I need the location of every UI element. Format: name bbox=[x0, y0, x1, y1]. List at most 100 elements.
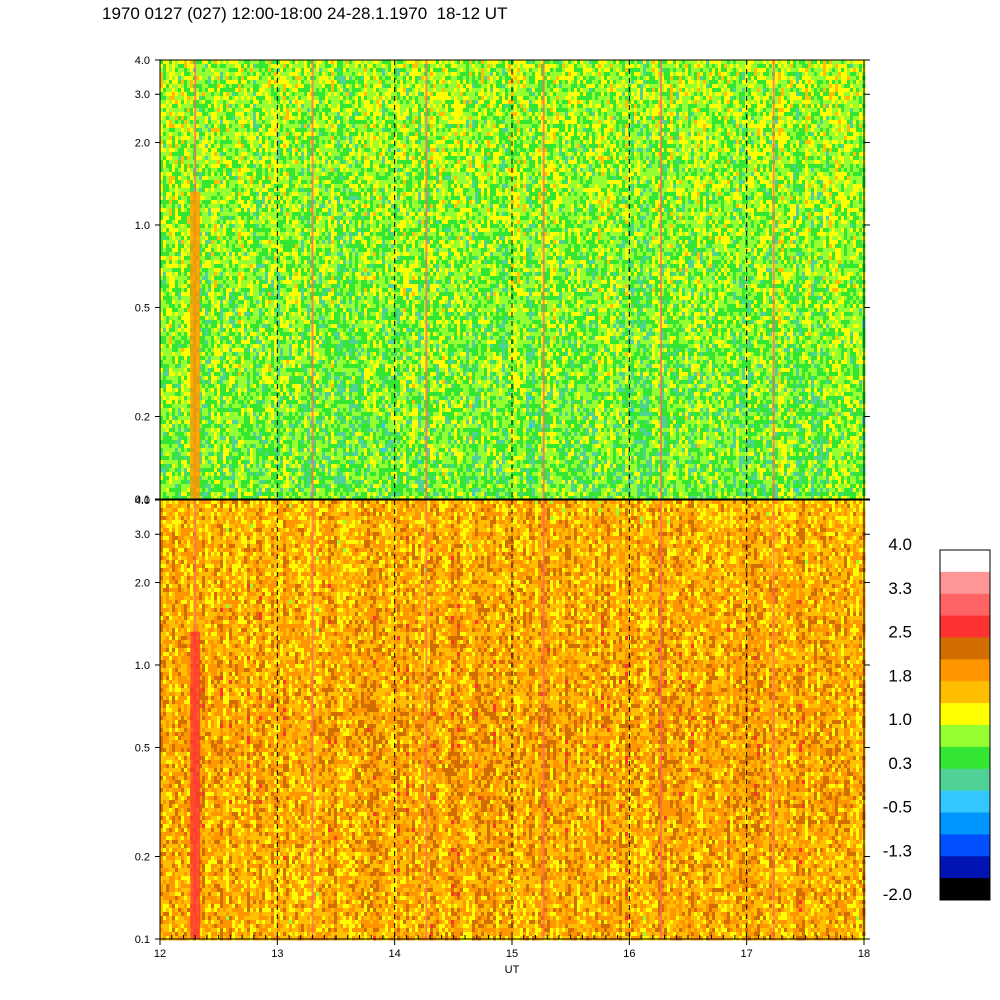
spectrogram-cell bbox=[172, 60, 176, 65]
spectrogram-cell bbox=[508, 144, 512, 149]
spectrogram-cell bbox=[610, 88, 614, 93]
spectrogram-cell bbox=[403, 152, 407, 157]
spectrogram-cell bbox=[577, 100, 581, 105]
spectrogram-cell bbox=[724, 164, 728, 169]
spectrogram-cell bbox=[604, 100, 608, 105]
spectrogram-cell bbox=[427, 148, 431, 153]
spectrogram-cell bbox=[484, 76, 488, 81]
spectrogram-cell bbox=[754, 132, 758, 137]
spectrogram-cell bbox=[331, 168, 335, 173]
spectrogram-cell bbox=[526, 108, 530, 113]
spectrogram-cell bbox=[391, 96, 395, 101]
spectrogram-cell bbox=[829, 72, 833, 77]
spectrogram-cell bbox=[568, 144, 572, 149]
spectrogram-cell bbox=[844, 164, 851, 169]
spectrogram-cell bbox=[817, 80, 824, 85]
spectrogram-cell bbox=[517, 108, 521, 113]
spectrogram-cell bbox=[586, 72, 593, 77]
spectrogram-cell bbox=[241, 144, 245, 149]
spectrogram-cell bbox=[715, 76, 719, 81]
spectrogram-cell bbox=[376, 116, 380, 121]
spectrogram-cell bbox=[262, 152, 266, 157]
spectrogram-cell bbox=[499, 72, 503, 77]
spectrogram-cell bbox=[367, 96, 374, 101]
spectrogram-cell bbox=[583, 168, 590, 173]
spectrogram-cell bbox=[580, 60, 584, 65]
spectrogram-cell bbox=[340, 148, 344, 153]
spectrogram-cell bbox=[493, 116, 500, 121]
spectrogram-cell bbox=[397, 64, 404, 69]
spectrogram-cell bbox=[184, 68, 188, 73]
spectrogram-cell bbox=[559, 96, 566, 101]
spectrogram-cell bbox=[514, 60, 527, 65]
spectrogram-cell bbox=[418, 140, 422, 145]
spectrogram-cell bbox=[475, 128, 479, 133]
spectrogram-cell bbox=[172, 84, 179, 89]
spectrogram-cell bbox=[487, 140, 491, 145]
spectrogram-cell bbox=[358, 100, 362, 105]
spectrogram-cell bbox=[493, 152, 503, 157]
spectrogram-cell bbox=[508, 164, 512, 169]
spectrogram-cell bbox=[331, 60, 335, 65]
spectrogram-cell bbox=[508, 148, 512, 153]
spectrogram-cell bbox=[553, 152, 560, 157]
spectrogram-cell bbox=[403, 72, 407, 77]
spectrogram-cell bbox=[535, 164, 539, 169]
spectrogram-cell bbox=[694, 80, 698, 85]
spectrogram-cell bbox=[577, 96, 593, 101]
spectrogram-cell bbox=[718, 100, 722, 105]
spectrogram-cell bbox=[838, 168, 842, 173]
spectrogram-cell bbox=[262, 84, 269, 89]
spectrogram-cell bbox=[451, 172, 467, 177]
spectrogram-cell bbox=[382, 96, 386, 101]
spectrogram-cell bbox=[754, 60, 764, 65]
spectrogram-cell bbox=[643, 100, 650, 105]
spectrogram-cell bbox=[238, 152, 242, 157]
spectrogram-cell bbox=[202, 84, 209, 89]
spectrogram-cell bbox=[694, 132, 698, 137]
spectrogram-cell bbox=[787, 84, 791, 89]
spectrogram-cell bbox=[721, 76, 725, 81]
spectrogram-cell bbox=[349, 60, 353, 65]
spectrogram-cell bbox=[259, 128, 263, 133]
spectrogram-cell bbox=[577, 172, 581, 177]
spectrogram-cell bbox=[727, 64, 731, 69]
spectrogram-cell bbox=[190, 72, 194, 77]
spectrogram-cell bbox=[760, 128, 764, 133]
spectrogram-cell bbox=[220, 132, 224, 137]
spectrogram-cell bbox=[226, 104, 230, 109]
spectrogram-cell bbox=[208, 84, 218, 89]
spectrogram-cell bbox=[688, 108, 692, 113]
spectrogram-cell bbox=[844, 136, 848, 141]
spectrogram-cell bbox=[328, 156, 332, 161]
spectrogram-cell bbox=[166, 116, 170, 121]
spectrogram-cell bbox=[760, 172, 764, 177]
spectrogram-cell bbox=[217, 76, 221, 81]
spectrogram-cell bbox=[679, 128, 692, 133]
spectrogram-cell bbox=[313, 92, 326, 97]
spectrogram-cell bbox=[319, 108, 323, 113]
spectrogram-cell bbox=[616, 108, 629, 113]
spectrogram-cell bbox=[523, 72, 527, 77]
spectrogram-cell bbox=[400, 80, 404, 85]
spectrogram-cell bbox=[685, 124, 689, 129]
spectrogram-cell bbox=[163, 176, 167, 181]
spectrogram-cell bbox=[388, 156, 395, 161]
spectrogram-cell bbox=[508, 84, 512, 89]
spectrogram-cell bbox=[811, 136, 815, 141]
spectrogram-cell bbox=[838, 92, 845, 97]
spectrogram-cell bbox=[487, 156, 494, 161]
spectrogram-cell bbox=[199, 164, 203, 169]
spectrogram-cell bbox=[820, 136, 824, 141]
spectrogram-cell bbox=[616, 60, 620, 65]
spectrogram-cell bbox=[460, 168, 467, 173]
spectrogram-cell bbox=[733, 68, 737, 73]
spectrogram-cell bbox=[280, 152, 284, 157]
spectrogram-cell bbox=[304, 172, 308, 177]
spectrogram-cell bbox=[538, 64, 542, 69]
spectrogram-cell bbox=[601, 152, 605, 157]
spectrogram-cell bbox=[568, 140, 572, 145]
spectrogram-cell bbox=[739, 116, 743, 121]
spectrogram-cell bbox=[190, 60, 194, 65]
spectrogram-cell bbox=[838, 120, 842, 125]
